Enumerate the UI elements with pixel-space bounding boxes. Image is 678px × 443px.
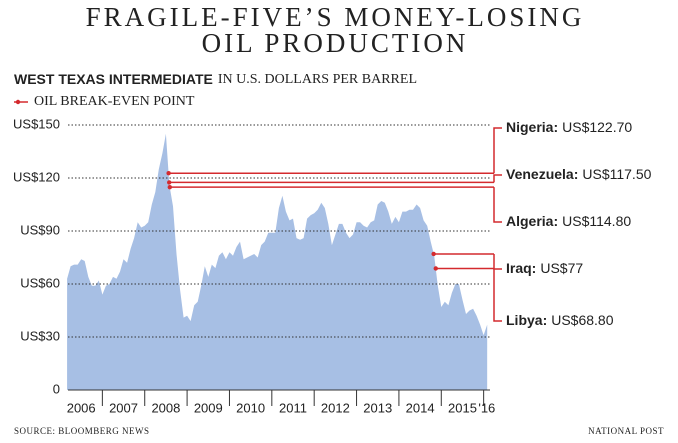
x-tick-label: 2011 — [279, 400, 307, 415]
x-tick-label: 2010 — [236, 400, 265, 415]
annotation-country: Libya: — [506, 312, 547, 328]
annotation-value: US$68.80 — [551, 312, 613, 328]
credit: NATIONAL POST — [588, 426, 664, 436]
connector — [493, 174, 502, 183]
x-tick-label: 2013 — [363, 400, 392, 415]
series-name: WEST TEXAS INTERMEDIATE — [14, 71, 213, 87]
x-tick-label: 2014 — [406, 400, 435, 415]
annotation: Iraq: US$77 — [506, 260, 583, 276]
x-tick-label: 2008 — [151, 400, 180, 415]
annotation-country: Algeria: — [506, 213, 558, 229]
x-tick-label: '16 — [478, 400, 495, 415]
annotation-country: Nigeria: — [506, 119, 558, 135]
connector — [493, 253, 502, 270]
subtitle-text: IN U.S. DOLLARS PER BARREL — [218, 72, 417, 87]
connector — [493, 268, 502, 322]
annotation-value: US$114.80 — [562, 213, 631, 229]
y-tick-label: US$30 — [20, 328, 60, 343]
y-tick-label: US$150 — [13, 116, 60, 131]
legend: OIL BREAK-EVEN POINT — [14, 94, 195, 109]
x-tick-label: 2012 — [321, 400, 350, 415]
break-even-dot — [167, 184, 173, 190]
annotation: Algeria: US$114.80 — [506, 213, 631, 229]
x-tick-label: 2009 — [194, 400, 223, 415]
annotation: Nigeria: US$122.70 — [506, 119, 632, 135]
connector — [493, 127, 502, 174]
chart-title: FRAGILE-FIVE’S MONEY-LOSING — [86, 2, 585, 32]
break-even-dot — [431, 251, 436, 257]
annotation-country: Iraq: — [506, 260, 536, 276]
annotation-value: US$77 — [540, 260, 583, 276]
price-area — [67, 133, 488, 391]
connector — [493, 187, 502, 223]
source: SOURCE: BLOOMBERG NEWS — [14, 426, 150, 436]
chart-title: OIL PRODUCTION — [202, 28, 469, 58]
y-tick-label: 0 — [53, 381, 60, 396]
break-even-dot — [433, 266, 438, 271]
annotation: Venezuela: US$117.50 — [506, 166, 652, 182]
break-even-dot — [167, 180, 172, 185]
subtitle: WEST TEXAS INTERMEDIATE IN U.S. DOLLARS P… — [14, 71, 417, 88]
annotation-country: Venezuela: — [506, 166, 578, 182]
y-tick-label: US$90 — [20, 222, 60, 237]
annotation: Libya: US$68.80 — [506, 312, 614, 328]
legend-label: OIL BREAK-EVEN POINT — [34, 94, 195, 109]
x-tick-label: 2006 — [67, 400, 96, 415]
legend-marker-dot — [15, 99, 21, 105]
break-even-dot — [166, 171, 171, 176]
y-tick-label: US$120 — [13, 169, 60, 184]
annotation-value: US$122.70 — [562, 119, 632, 135]
x-tick-label: 2007 — [109, 400, 138, 415]
x-tick-label: 2015 — [448, 400, 477, 415]
y-tick-label: US$60 — [20, 275, 60, 290]
annotation-value: US$117.50 — [582, 166, 651, 182]
